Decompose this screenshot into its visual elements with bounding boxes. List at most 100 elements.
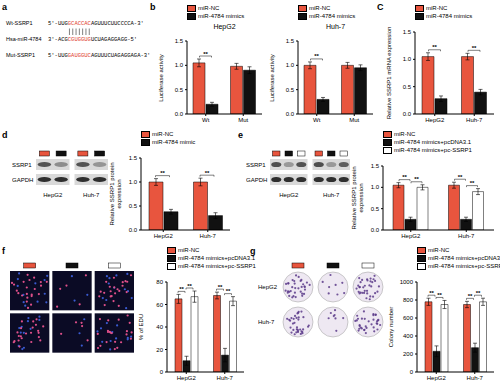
html-text:Luciferase activity: Luciferase activity — [268, 53, 275, 102]
svg-text:1.5: 1.5 — [371, 163, 380, 169]
svg-text:**: ** — [414, 176, 419, 182]
svg-text:0.5: 0.5 — [371, 206, 380, 212]
svg-text:GAPDH: GAPDH — [12, 177, 33, 183]
html-text:Huh-7: Huh-7 — [326, 23, 345, 30]
svg-text:0.0: 0.0 — [371, 227, 380, 233]
svg-text:**: ** — [187, 283, 192, 289]
svg-text:Mut: Mut — [238, 117, 248, 123]
html-text:Hsa-miR-4784: Hsa-miR-4784 — [6, 36, 42, 42]
svg-text:**: ** — [437, 292, 442, 298]
svg-text:60: 60 — [156, 302, 163, 308]
svg-text:Wt: Wt — [313, 117, 321, 123]
svg-text:Huh-7: Huh-7 — [323, 192, 340, 198]
svg-text:**: ** — [468, 293, 473, 299]
svg-text:**: ** — [160, 170, 165, 176]
svg-text:SSRP1: SSRP1 — [246, 162, 266, 168]
svg-text:**: ** — [179, 286, 184, 292]
html-text:Luciferase activity: Luciferase activity — [157, 53, 164, 102]
svg-text:0.5: 0.5 — [129, 203, 138, 209]
html-text:Wt-SSRP1: Wt-SSRP1 — [6, 20, 33, 26]
html-text:Relative SSRP1 protein express: Relative SSRP1 protein expression — [350, 166, 363, 230]
svg-text:Huh-7: Huh-7 — [466, 117, 483, 123]
svg-text:Huh-7: Huh-7 — [258, 319, 275, 325]
svg-text:HepG2: HepG2 — [258, 284, 278, 290]
html-text:5'-UUG GAUGGUC AGUUUCUAGAGGAGA: 5'-UUG GAUGGUC AGUUUCUAGAGGAGA-3' — [48, 52, 151, 59]
svg-text:80: 80 — [156, 279, 163, 285]
svg-text:HepG2: HepG2 — [43, 192, 63, 198]
svg-text:0.5: 0.5 — [286, 87, 295, 93]
svg-text:**: ** — [218, 284, 223, 290]
html-text:% of EDU: % of EDU — [137, 313, 144, 341]
html-text:5'-UUG GCACCAC AGUUUCUUCCCCA-3: 5'-UUG GCACCAC AGUUUCUUCCCCA-3' — [48, 20, 144, 27]
svg-text:1.5: 1.5 — [403, 29, 412, 35]
html-text:Mut-SSRP1: Mut-SSRP1 — [6, 52, 35, 58]
html-text:g: g — [250, 246, 256, 256]
svg-text:**: ** — [205, 170, 210, 176]
svg-text:0.0: 0.0 — [129, 227, 138, 233]
svg-text:**: ** — [458, 174, 463, 180]
html-text:Colony number: Colony number — [387, 306, 394, 348]
svg-text:SSRP1: SSRP1 — [12, 162, 32, 168]
svg-text:0.5: 0.5 — [175, 87, 184, 93]
svg-text:**: ** — [432, 44, 437, 50]
svg-text:0: 0 — [160, 369, 164, 375]
svg-text:1.5: 1.5 — [175, 38, 184, 44]
svg-text:HepG2: HepG2 — [279, 192, 299, 198]
html-text:miR-NC: miR-NC — [426, 5, 448, 11]
svg-text:1.0: 1.0 — [175, 62, 184, 68]
svg-text:0: 0 — [410, 369, 414, 375]
svg-text:1.5: 1.5 — [129, 155, 138, 161]
html-text:d: d — [2, 130, 8, 140]
svg-text:1.5: 1.5 — [286, 38, 295, 44]
svg-text:600: 600 — [403, 315, 414, 321]
html-text:miR-NC: miR-NC — [309, 5, 331, 11]
svg-text:0.0: 0.0 — [175, 111, 184, 117]
svg-text:0.0: 0.0 — [403, 111, 412, 117]
html-text:miR-NC: miR-NC — [198, 5, 220, 11]
svg-text:Wt: Wt — [202, 117, 210, 123]
svg-text:**: ** — [203, 51, 208, 57]
svg-text:Huh-7: Huh-7 — [458, 233, 475, 239]
svg-text:**: ** — [429, 290, 434, 296]
svg-text:**: ** — [314, 53, 319, 59]
html-text:miR-4784 mimic: miR-4784 mimic — [152, 139, 196, 145]
html-text:Relative SSRP1 protein express: Relative SSRP1 protein expression — [108, 162, 121, 226]
html-text:HepG2: HepG2 — [213, 23, 236, 30]
svg-text:0.0: 0.0 — [286, 111, 295, 117]
svg-text:1.0: 1.0 — [403, 56, 412, 62]
html-text:miR-NC: miR-NC — [152, 131, 174, 137]
html-text:miR-4784 mimics: miR-4784 mimics — [426, 13, 473, 19]
svg-text:HepG2: HepG2 — [425, 117, 445, 123]
svg-text:40: 40 — [156, 324, 163, 330]
svg-text:**: ** — [226, 288, 231, 294]
svg-text:20: 20 — [156, 347, 163, 353]
html-text:3'-ACG CGUGGUG UCUAGAGGAGG-5': 3'-ACG CGUGGUG UCUAGAGGAGG-5' — [48, 36, 138, 43]
svg-text:HepG2: HepG2 — [401, 233, 421, 239]
svg-text:400: 400 — [403, 333, 414, 339]
svg-text:Huh-7: Huh-7 — [83, 192, 100, 198]
svg-text:GAPDH: GAPDH — [246, 177, 267, 183]
svg-text:1.0: 1.0 — [371, 184, 380, 190]
svg-text:800: 800 — [403, 297, 414, 303]
svg-text:Huh-7: Huh-7 — [217, 375, 234, 381]
svg-text:**: ** — [476, 290, 481, 296]
html-text:Relative SSRP1 mRNA expression: Relative SSRP1 mRNA expression — [385, 26, 392, 120]
svg-text:1.0: 1.0 — [286, 62, 295, 68]
svg-text:0.5: 0.5 — [403, 84, 412, 90]
svg-text:**: ** — [470, 180, 475, 186]
html-text:b: b — [150, 2, 156, 12]
svg-text:**: ** — [402, 174, 407, 180]
svg-text:Mut: Mut — [349, 117, 359, 123]
svg-text:HepG2: HepG2 — [154, 233, 174, 239]
html-text:C: C — [377, 2, 384, 12]
html-text:miR-4784 mimics: miR-4784 mimics — [198, 13, 245, 19]
svg-text:HepG2: HepG2 — [427, 375, 447, 381]
svg-text:Huh-7: Huh-7 — [200, 233, 217, 239]
svg-text:Huh-7: Huh-7 — [467, 375, 484, 381]
svg-text:1.0: 1.0 — [129, 179, 138, 185]
svg-text:HepG2: HepG2 — [177, 375, 197, 381]
html-text:miR-4784 mimics: miR-4784 mimics — [309, 13, 356, 19]
svg-text:**: ** — [472, 45, 477, 51]
svg-text:1000: 1000 — [400, 279, 414, 285]
svg-text:200: 200 — [403, 351, 414, 357]
